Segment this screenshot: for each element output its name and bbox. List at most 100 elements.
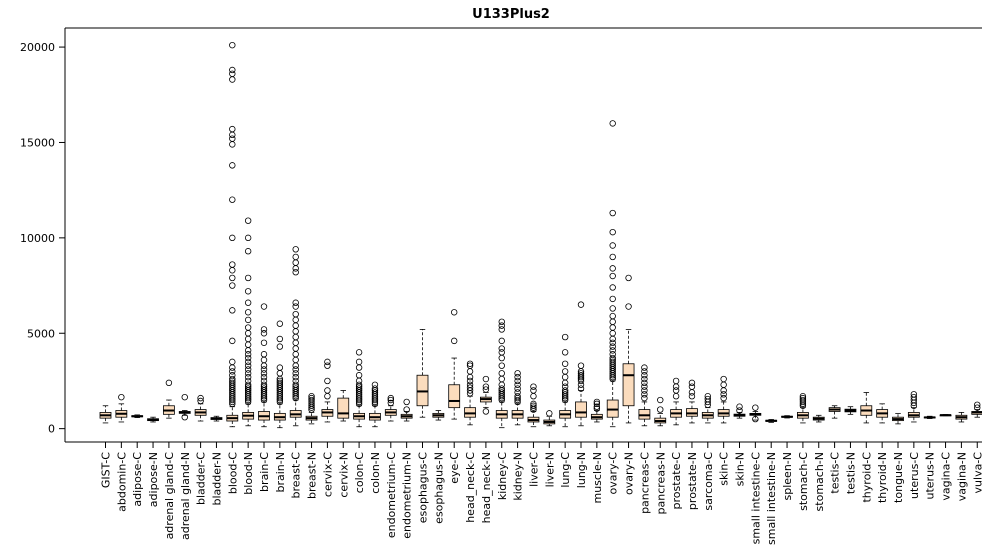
outlier-point — [609, 120, 616, 127]
outlier-point — [577, 370, 585, 377]
box-cervix-n — [337, 390, 350, 422]
outlier-point — [451, 337, 458, 345]
box-skin-n — [733, 403, 746, 419]
outlier-point — [974, 404, 981, 411]
outlier-point — [292, 269, 299, 276]
box-esophagus-n — [432, 410, 445, 421]
outlier-point — [260, 339, 268, 346]
outlier-point — [530, 393, 537, 400]
outlier-point — [260, 385, 268, 392]
x-tick-label: prostate-C — [670, 452, 683, 510]
outlier-point — [355, 349, 363, 356]
outlier-point — [403, 398, 410, 406]
box-kidney-n — [511, 370, 524, 426]
outlier-point — [974, 401, 981, 408]
box-skin-c — [717, 375, 730, 424]
outlier-point — [324, 362, 331, 369]
outlier-point — [672, 393, 680, 400]
outlier-point — [498, 326, 505, 333]
outlier-point — [799, 393, 807, 400]
outlier-point — [244, 358, 252, 366]
outlier-point — [482, 386, 490, 393]
box-uterus-c — [907, 391, 920, 423]
outlier-point — [641, 379, 648, 387]
outlier-point — [498, 345, 505, 352]
outlier-point — [229, 70, 236, 77]
outlier-point — [260, 351, 268, 358]
outlier-point — [736, 407, 743, 414]
outlier-point — [244, 234, 252, 242]
outlier-point — [403, 406, 410, 413]
outlier-point — [229, 364, 236, 371]
outlier-point — [609, 354, 616, 362]
outlier-point — [260, 303, 268, 310]
outlier-point — [276, 320, 284, 327]
outlier-point — [355, 358, 363, 366]
box-stomach-c — [797, 393, 809, 424]
outlier-point — [498, 370, 505, 377]
outlier-point — [118, 393, 125, 401]
x-tick-label: vagina-N — [955, 452, 968, 501]
outlier-point — [387, 394, 394, 402]
box-uterus-n — [923, 415, 936, 419]
outlier-point — [292, 303, 299, 310]
outlier-point — [260, 326, 268, 333]
box-lung-n — [575, 301, 587, 427]
outlier-point — [910, 391, 918, 398]
outlier-point — [609, 265, 616, 272]
chart-title: U133Plus2 — [472, 7, 550, 22]
outlier-point — [324, 393, 331, 400]
outlier-point — [324, 387, 331, 394]
outlier-point — [752, 415, 759, 423]
x-tick-label: ovary-C — [607, 452, 620, 495]
outlier-point — [672, 387, 680, 394]
outlier-point — [229, 125, 236, 133]
outlier-point — [244, 217, 252, 224]
outlier-point — [276, 370, 284, 377]
outlier-point — [482, 375, 490, 383]
outlier-point — [229, 375, 236, 383]
box-bladder-n — [210, 415, 223, 422]
outlier-point — [498, 318, 505, 326]
outlier-point — [720, 375, 727, 383]
x-tick-label: pancreas-C — [638, 452, 651, 514]
outlier-point — [514, 385, 521, 392]
outlier-point — [498, 385, 505, 392]
outlier-point — [625, 303, 632, 310]
box-breast-n — [305, 393, 318, 425]
outlier-point — [672, 377, 680, 385]
x-tick-label: adrenal gland-C — [163, 452, 176, 540]
x-tick-label: colon-C — [353, 452, 366, 494]
outlier-point — [641, 387, 648, 394]
outlier-point — [609, 284, 616, 291]
outlier-point — [530, 383, 537, 390]
outlier-point — [498, 349, 505, 356]
box-esophagus-c — [416, 329, 429, 418]
outlier-point — [688, 383, 696, 390]
y-tick-label: 15000 — [20, 136, 55, 149]
outlier-point — [561, 387, 569, 394]
outlier-point — [530, 400, 537, 408]
outlier-point — [514, 381, 521, 388]
box-thyroid-n — [876, 403, 889, 424]
box-colon-n — [369, 381, 381, 428]
outlier-point — [641, 391, 648, 398]
box-liver-c — [527, 383, 540, 428]
outlier-point — [229, 379, 236, 387]
outlier-point — [498, 362, 505, 369]
outlier-point — [292, 345, 299, 352]
y-tick-label: 20000 — [20, 41, 55, 54]
outlier-point — [371, 381, 379, 388]
outlier-point — [609, 351, 616, 358]
outlier-point — [229, 267, 236, 274]
outlier-point — [609, 295, 616, 303]
outlier-point — [466, 360, 474, 367]
outlier-point — [704, 395, 711, 403]
outlier-point — [292, 316, 299, 324]
outlier-point — [181, 413, 188, 421]
x-tick-label: kidney-C — [496, 452, 509, 500]
outlier-point — [197, 397, 204, 405]
box-lung-c — [559, 333, 572, 428]
outlier-point — [244, 288, 252, 295]
outlier-point — [609, 242, 616, 249]
